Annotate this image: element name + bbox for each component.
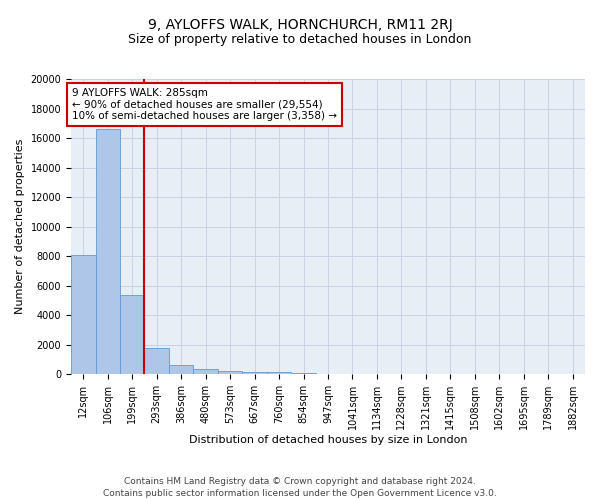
Text: Size of property relative to detached houses in London: Size of property relative to detached ho… bbox=[128, 32, 472, 46]
Bar bbox=[267, 372, 292, 374]
Bar bbox=[169, 364, 193, 374]
Text: 9 AYLOFFS WALK: 285sqm
← 90% of detached houses are smaller (29,554)
10% of semi: 9 AYLOFFS WALK: 285sqm ← 90% of detached… bbox=[72, 88, 337, 121]
Bar bbox=[193, 370, 218, 374]
Bar bbox=[120, 296, 145, 374]
Bar bbox=[242, 372, 267, 374]
Bar bbox=[292, 372, 316, 374]
Bar bbox=[145, 348, 169, 374]
Bar bbox=[95, 129, 120, 374]
X-axis label: Distribution of detached houses by size in London: Distribution of detached houses by size … bbox=[189, 435, 467, 445]
Bar bbox=[71, 254, 95, 374]
Y-axis label: Number of detached properties: Number of detached properties bbox=[15, 139, 25, 314]
Text: Contains HM Land Registry data © Crown copyright and database right 2024.: Contains HM Land Registry data © Crown c… bbox=[124, 478, 476, 486]
Text: Contains public sector information licensed under the Open Government Licence v3: Contains public sector information licen… bbox=[103, 489, 497, 498]
Bar bbox=[218, 372, 242, 374]
Text: 9, AYLOFFS WALK, HORNCHURCH, RM11 2RJ: 9, AYLOFFS WALK, HORNCHURCH, RM11 2RJ bbox=[148, 18, 452, 32]
